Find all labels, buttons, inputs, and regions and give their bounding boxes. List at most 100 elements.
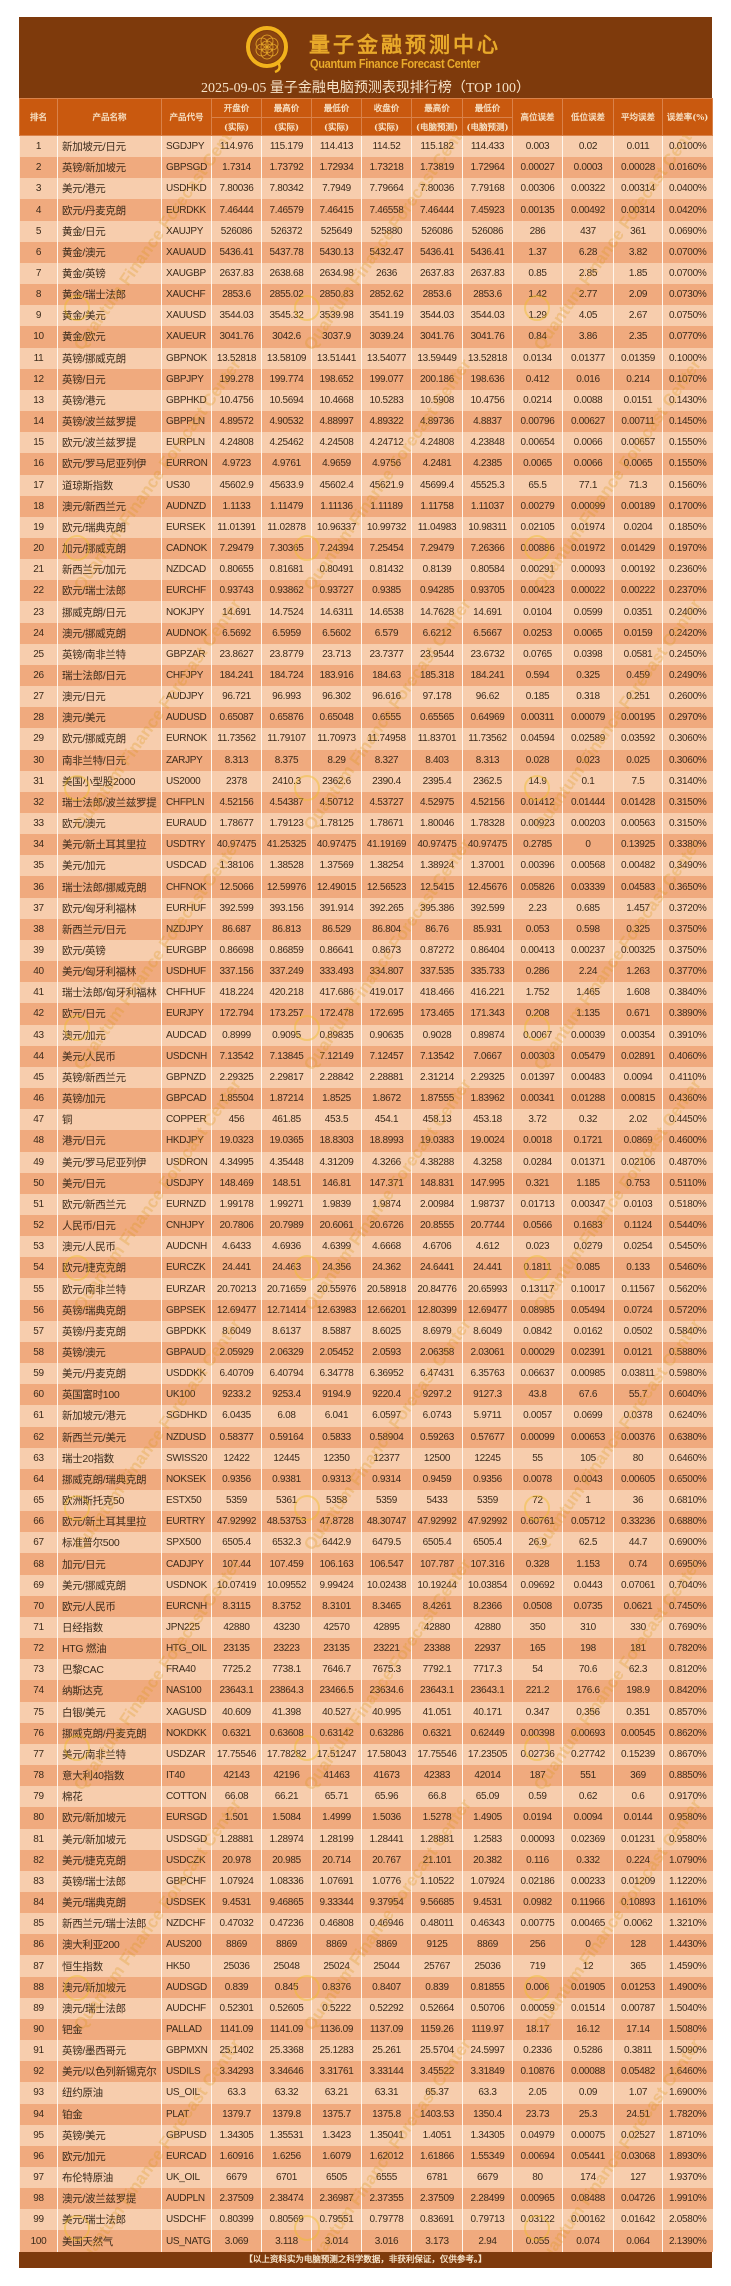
cell-high-actual: 526372 [261,220,312,242]
cell-error-rate: 0.1450% [662,411,713,433]
cell-rank: 100 [19,2230,58,2252]
cell-average-error: 0.0581 [613,643,663,665]
cell-high-predicted: 200.186 [411,368,463,390]
cell-low-actual: 4.88997 [311,411,362,433]
cell-close-actual: 45621.9 [361,474,412,496]
cell-close-actual: 106.547 [361,1553,412,1575]
cell-low-actual: 2.05452 [311,1341,362,1364]
cell-average-error: 0.01231 [613,1828,663,1850]
cell-low-actual: 0.5833 [311,1426,362,1448]
cell-low-predicted: 0.93705 [462,580,513,602]
cell-high-actual: 41.398 [261,1701,312,1723]
cell-open-actual: 42143 [211,1765,262,1787]
cell-product-code: USDNOK [161,1574,212,1596]
cell-open-actual: 6505.4 [211,1532,262,1554]
cell-close-actual: 5432.47 [361,241,412,263]
cell-high-actual: 0.65876 [261,707,312,729]
cell-average-error: 1.608 [613,982,663,1004]
cell-low-actual: 24.356 [311,1257,362,1279]
cell-product-name: 欧元/日元 [57,1003,162,1025]
cell-high-predicted: 0.48011 [411,1913,463,1935]
cell-high-error: 0.00311 [512,707,563,729]
cell-high-predicted: 6505.4 [411,1532,463,1554]
cell-high-error: 0.00279 [512,495,563,517]
cell-high-actual: 12445 [261,1447,312,1469]
cell-high-error: 1.752 [512,982,563,1004]
table-row: 100 美国天然气 US_NATG 3.069 3.118 3.014 3.016 3.173… [19,2230,713,2252]
cell-product-code: NOKDKK [161,1722,212,1744]
col-subheader-actual: (实际) [261,117,312,136]
cell-low-actual: 41463 [311,1765,362,1787]
table-row: 40 美元/匈牙利福林 USDHUF 337.156 337.249 333.493 334… [19,961,713,983]
cell-open-actual: 7.46444 [211,199,262,221]
cell-product-code: SPX500 [161,1532,212,1554]
cell-low-error: 25.3 [562,2103,614,2125]
cell-open-actual: 1.28881 [211,1828,262,1850]
cell-close-actual: 172.695 [361,1003,412,1025]
cell-low-actual: 6.041 [311,1405,362,1427]
cell-high-actual: 42196 [261,1765,312,1787]
cell-high-error: 0.00303 [512,1045,563,1067]
cell-low-actual: 1.07691 [311,1870,362,1892]
cell-high-actual: 1.38528 [261,855,312,877]
cell-rank: 13 [19,389,58,412]
cell-high-actual: 1.11479 [261,495,312,517]
cell-close-actual: 10.5283 [361,389,412,412]
brand-name-en: Quantum Finance Forecast Center [310,56,480,71]
cell-low-actual: 14.6311 [311,601,362,623]
cell-average-error: 0.753 [613,1172,663,1194]
cell-high-predicted: 337.535 [411,961,463,983]
cell-high-actual: 45633.9 [261,474,312,496]
cell-low-error: 2.77 [562,284,614,306]
cell-close-actual: 4.89322 [361,411,412,433]
cell-product-name: 英镑/澳元 [57,1341,162,1364]
cell-open-actual: 1141.09 [211,2018,262,2041]
cell-rank: 12 [19,368,58,390]
table-row: 13 英镑/港元 GBPHKD 10.4756 10.5694 10.4668 10.528… [19,389,713,412]
cell-low-error: 0.08488 [562,2188,614,2210]
cell-high-actual: 10.09552 [261,1574,312,1596]
cell-error-rate: 0.8850% [662,1765,713,1787]
cell-high-actual: 461.85 [261,1109,312,1131]
cell-low-actual: 417.686 [311,982,362,1004]
cell-rank: 24 [19,622,58,644]
cell-low-actual: 5430.13 [311,241,362,263]
cell-low-actual: 3037.9 [311,326,362,348]
cell-high-predicted: 10.5908 [411,389,463,412]
cell-product-code: USDDKK [161,1363,212,1385]
cell-open-actual: 20.7806 [211,1214,262,1237]
cell-product-name: 美元/加元 [57,855,162,877]
cell-high-error: 286 [512,220,563,242]
cell-rank: 87 [19,1955,58,1977]
cell-close-actual: 8869 [361,1934,412,1956]
cell-rank: 33 [19,813,58,835]
cell-low-error: 3.86 [562,326,614,348]
table-row: 70 欧元/人民币 EURCNH 8.3115 8.3752 8.3101 8.3465 8.… [19,1595,713,1617]
cell-product-name: 欧元/加元 [57,2145,162,2167]
cell-product-code: COTTON [161,1786,212,1808]
cell-low-actual: 1.9839 [311,1193,362,1215]
cell-low-predicted: 1350.4 [462,2103,513,2125]
cell-low-error: 0.00233 [562,1870,614,1892]
cell-error-rate: 0.4870% [662,1151,713,1173]
cell-rank: 5 [19,220,58,242]
cell-open-actual: 1.38106 [211,855,262,877]
cell-high-predicted: 21.101 [411,1849,463,1871]
cell-close-actual: 1.11189 [361,495,412,517]
cell-high-error: 350 [512,1616,563,1639]
cell-low-error: 12 [562,1955,614,1977]
cell-close-actual: 0.52292 [361,1997,412,2019]
cell-product-name: 美元/日元 [57,1172,162,1194]
cell-error-rate: 0.2970% [662,707,713,729]
table-row: 51 欧元/新西兰元 EURNZD 1.99178 1.99271 1.9839 1.987… [19,1193,713,1215]
cell-low-error: 0.05712 [562,1511,614,1533]
table-row: 81 美元/新加坡元 USDSGD 1.28881 1.28974 1.28199 1.28… [19,1828,713,1850]
cell-low-error: 77.1 [562,474,614,496]
cell-low-error: 0.5286 [562,2040,614,2062]
cell-low-predicted: 416.221 [462,982,513,1004]
cell-rank: 95 [19,2124,58,2146]
cell-high-error: 0.00796 [512,411,563,433]
cell-average-error: 198.9 [613,1680,663,1702]
cell-product-code: EURRON [161,453,212,475]
cell-high-error: 0.053 [512,918,563,940]
